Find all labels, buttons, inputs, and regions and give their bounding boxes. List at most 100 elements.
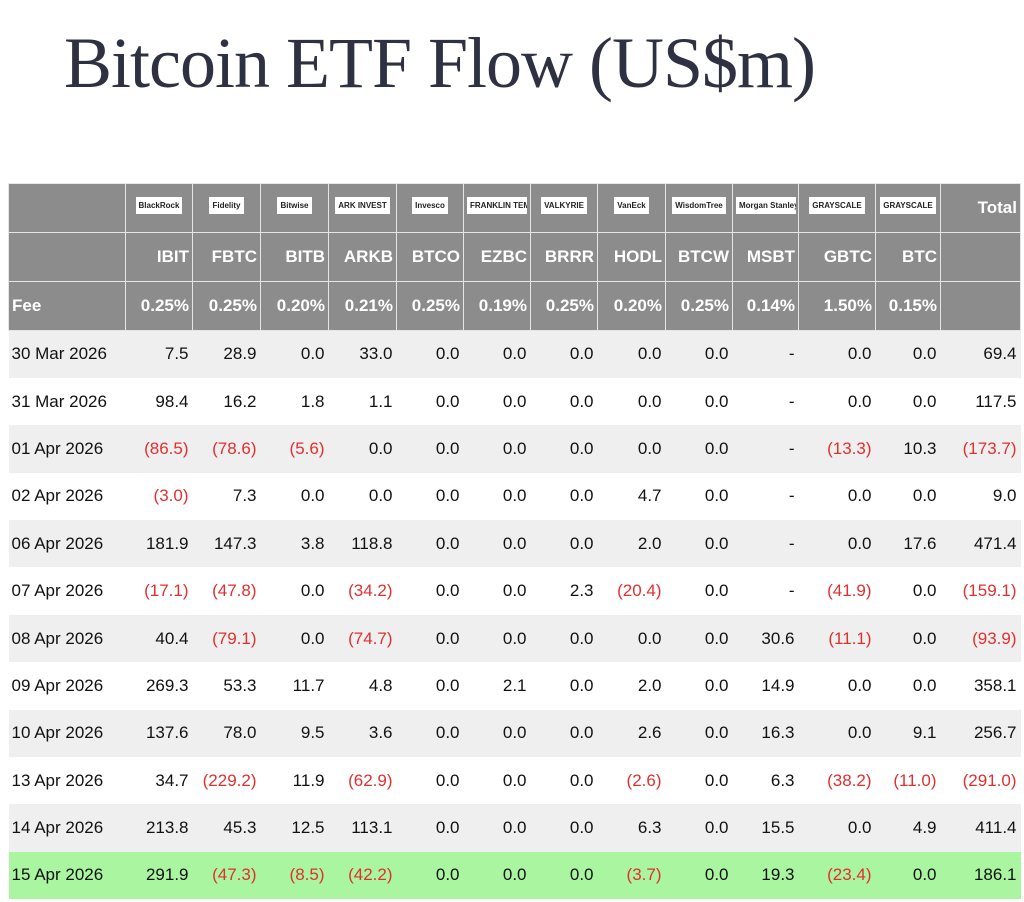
flow-cell: 0.0	[597, 377, 666, 426]
flow-cell: 113.1	[328, 804, 397, 852]
flow-cell: 0.0	[463, 330, 531, 378]
ticker: BITB	[260, 232, 329, 282]
date-cell: 06 Apr 2026	[8, 520, 126, 568]
logo-cell: GRAYSCALE	[798, 183, 876, 233]
flow-cell: 19.3	[732, 851, 799, 900]
date-cell: 08 Apr 2026	[8, 614, 126, 663]
flow-cell: 14.9	[732, 662, 799, 710]
flow-cell: 7.5	[125, 330, 193, 378]
flow-cell: 0.0	[260, 614, 329, 663]
issuer-logo: Fidelity	[209, 197, 244, 214]
issuer-logo: ARK INVEST	[335, 197, 390, 214]
flow-row: 14 Apr 2026 213.8 45.3 12.5 113.1 0.0 0.0 0.0 6.…	[8, 804, 1021, 852]
flow-cell: 45.3	[192, 804, 261, 852]
flow-cell: 0.0	[530, 377, 598, 426]
issuer-logo: Bitwise	[277, 197, 312, 214]
flow-cell: (17.1)	[125, 567, 193, 615]
flow-cell: (41.9)	[798, 567, 876, 615]
flow-cell: 98.4	[125, 377, 193, 426]
issuer-logo: GRAYSCALE	[880, 197, 936, 214]
flow-cell: 0.0	[665, 851, 733, 900]
flow-cell: 0.0	[463, 709, 531, 758]
flow-cell: 11.9	[260, 757, 329, 805]
flow-cell: 4.8	[328, 662, 397, 710]
flow-cell: 0.0	[530, 709, 598, 758]
flow-cell: (8.5)	[260, 851, 329, 900]
flow-cell: 0.0	[875, 377, 941, 426]
flow-cell: (86.5)	[125, 425, 193, 473]
ticker: BTC	[875, 232, 941, 282]
flow-cell: -	[732, 425, 799, 473]
flow-cell: 0.0	[875, 614, 941, 663]
empty-cell	[940, 232, 1021, 282]
flow-cell: 2.0	[597, 520, 666, 568]
flow-cell: 0.0	[665, 709, 733, 758]
flow-cell: 0.0	[597, 614, 666, 663]
total-cell: 256.7	[940, 709, 1021, 758]
flow-cell: 4.9	[875, 804, 941, 852]
flow-cell: 2.3	[530, 567, 598, 615]
flow-cell: -	[732, 520, 799, 568]
ticker-row: IBIT FBTC BITB ARKB BTCO EZBC BRRR HODL BTCW MSBT…	[8, 232, 1021, 282]
flow-row: 08 Apr 2026 40.4 (79.1) 0.0 (74.7) 0.0 0.0 0.0 0…	[8, 614, 1021, 663]
flow-cell: 10.3	[875, 425, 941, 473]
flow-cell: (229.2)	[192, 757, 261, 805]
flow-cell: 0.0	[665, 662, 733, 710]
flow-cell: 0.0	[665, 757, 733, 805]
flow-cell: 0.0	[665, 614, 733, 663]
flow-cell: 0.0	[396, 472, 464, 521]
flow-cell: (5.6)	[260, 425, 329, 473]
flow-cell: 0.0	[875, 472, 941, 521]
flow-cell: 3.8	[260, 520, 329, 568]
total-cell: 9.0	[940, 472, 1021, 521]
flow-cell: 0.0	[798, 472, 876, 521]
total-cell: (291.0)	[940, 757, 1021, 805]
flow-cell: -	[732, 377, 799, 426]
flow-row: 31 Mar 2026 98.4 16.2 1.8 1.1 0.0 0.0 0.0 0.0 0.0…	[8, 377, 1021, 426]
date-cell: 10 Apr 2026	[8, 709, 126, 758]
total-cell: (173.7)	[940, 425, 1021, 473]
ticker: BTCW	[665, 232, 733, 282]
ticker: ARKB	[328, 232, 397, 282]
flow-cell: 28.9	[192, 330, 261, 378]
flow-cell: 12.5	[260, 804, 329, 852]
logo-cell: Morgan Stanley	[732, 183, 799, 233]
flow-cell: 30.6	[732, 614, 799, 663]
flow-cell: 0.0	[463, 851, 531, 900]
flow-cell: 0.0	[463, 614, 531, 663]
flow-cell: 7.3	[192, 472, 261, 521]
flow-cell: 0.0	[798, 377, 876, 426]
issuer-logo: Morgan Stanley	[736, 197, 796, 214]
ticker: EZBC	[463, 232, 531, 282]
flow-cell: 4.7	[597, 472, 666, 521]
date-cell: 01 Apr 2026	[8, 425, 126, 473]
date-cell: 14 Apr 2026	[8, 804, 126, 852]
fee: 0.20%	[597, 281, 666, 331]
date-cell: 31 Mar 2026	[8, 377, 126, 426]
flow-cell: 11.7	[260, 662, 329, 710]
flow-cell: (79.1)	[192, 614, 261, 663]
flow-cell: (38.2)	[798, 757, 876, 805]
flow-cell: 0.0	[530, 330, 598, 378]
flow-cell: 0.0	[463, 472, 531, 521]
issuer-logo: VALKYRIE	[541, 197, 587, 214]
flow-cell: 1.8	[260, 377, 329, 426]
flow-cell: 0.0	[260, 567, 329, 615]
date-cell: 30 Mar 2026	[8, 330, 126, 378]
flow-cell: 0.0	[463, 567, 531, 615]
fee-label: Fee	[8, 281, 126, 331]
flow-cell: 147.3	[192, 520, 261, 568]
flow-cell: 0.0	[530, 851, 598, 900]
total-cell: 471.4	[940, 520, 1021, 568]
flow-cell: 2.1	[463, 662, 531, 710]
flow-row: 02 Apr 2026 (3.0) 7.3 0.0 0.0 0.0 0.0 0.0 4.7 0.0…	[8, 472, 1021, 521]
flow-cell: 213.8	[125, 804, 193, 852]
logo-cell: WisdomTree	[665, 183, 733, 233]
flow-cell: 15.5	[732, 804, 799, 852]
ticker: BRRR	[530, 232, 598, 282]
flow-cell: 40.4	[125, 614, 193, 663]
flow-cell: 1.1	[328, 377, 397, 426]
date-cell: 09 Apr 2026	[8, 662, 126, 710]
flow-cell: 0.0	[396, 425, 464, 473]
flow-cell: 3.6	[328, 709, 397, 758]
